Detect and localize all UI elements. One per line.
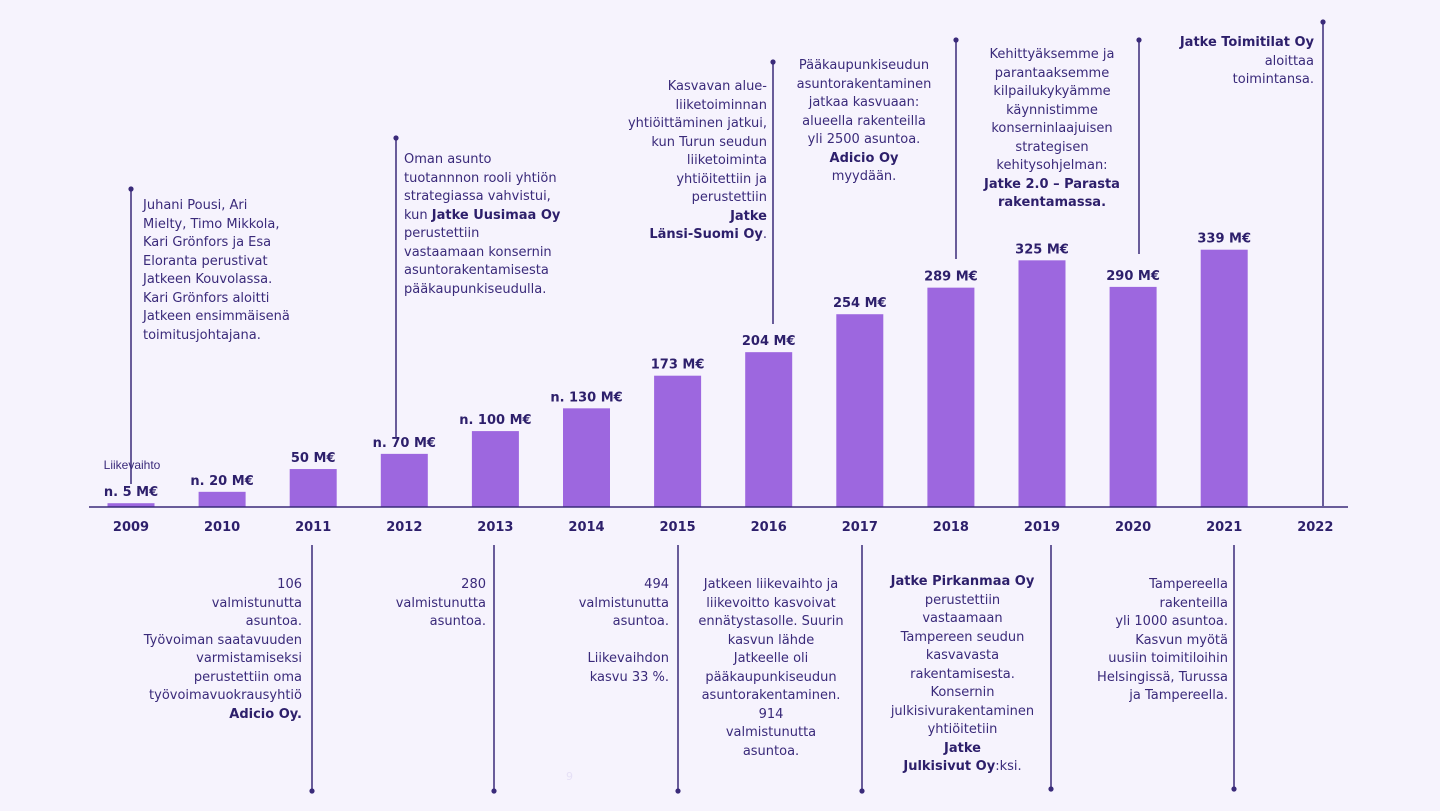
note-text: Tampereella rakenteilla yli 1000 asuntoa… — [1097, 577, 1228, 703]
year-label-2015: 2015 — [660, 520, 696, 535]
year-label-2022: 2022 — [1297, 520, 1333, 535]
year-label-2019: 2019 — [1024, 520, 1060, 535]
bar-2009 — [107, 503, 155, 507]
note-highlight: Jatke Pirkanmaa Oy — [890, 574, 1035, 589]
bar-2018 — [927, 287, 975, 507]
bar-2017 — [836, 314, 884, 507]
connector-bottom-2021-dot — [1231, 786, 1237, 792]
value-label-2021: 339 M€ — [1197, 232, 1251, 247]
bar-2014 — [563, 408, 610, 507]
bars-group — [107, 249, 1248, 507]
year-label-2013: 2013 — [477, 520, 513, 535]
labels-group: n. 5 M€ 2009 n. 20 M€ 2010 50 M€ 2011 n. 70 M€… — [104, 232, 1334, 535]
year-label-2017: 2017 — [842, 520, 878, 535]
connector-top-2020-dot — [1136, 37, 1142, 43]
bar-2011 — [289, 469, 337, 507]
note-text: Pääkaupunkiseudun asuntorakentaminen jat… — [796, 58, 932, 147]
milestone-note-bottom-2021: Tampereella rakenteilla yli 1000 asuntoa… — [1070, 576, 1228, 706]
bar-2020 — [1109, 286, 1157, 507]
note-highlight: Jatke Julkisivut Oy — [903, 740, 996, 775]
value-label-2019: 325 M€ — [1015, 242, 1069, 257]
note-text: Kehittyäksemme ja parantaaksemme kilpail… — [989, 47, 1115, 173]
note-text: . — [762, 227, 767, 242]
connectors-group — [128, 19, 1326, 794]
connector-bottom-2013-dot — [491, 788, 497, 794]
year-label-2020: 2020 — [1115, 520, 1151, 535]
value-label-2011: 50 M€ — [291, 451, 336, 466]
note-highlight: Jatke 2.0 – Parasta rakentamassa. — [984, 176, 1120, 211]
milestone-note-bottom-2013: 280 valmistunutta asuntoa. — [378, 576, 486, 632]
note-highlight: Jatke Toimitilat Oy — [1179, 35, 1314, 50]
year-label-2012: 2012 — [386, 520, 422, 535]
value-label-2010: n. 20 M€ — [190, 474, 253, 489]
bar-2012 — [380, 453, 428, 507]
connector-top-2018-dot — [953, 37, 959, 43]
milestone-note-top-2022: Jatke Toimitilat Oy aloittaa toimintansa… — [1180, 34, 1314, 90]
bar-2010 — [198, 491, 246, 507]
connector-bottom-2015-dot — [675, 788, 681, 794]
milestone-note-bottom-2017: Jatkeen liikevaihto ja liikevoitto kasvo… — [688, 576, 854, 761]
connector-top-2022-dot — [1320, 19, 1326, 25]
connector-top-2009-dot — [128, 186, 134, 192]
value-label-2018: 289 M€ — [924, 270, 978, 285]
series-label: Liikevaihto — [104, 458, 161, 472]
note-highlight: Jatke Uusimaa Oy — [431, 207, 561, 223]
bar-2013 — [471, 431, 519, 507]
connector-bottom-2019-dot — [1048, 786, 1054, 792]
connector-top-2016-dot — [770, 59, 776, 65]
year-label-2010: 2010 — [204, 520, 240, 535]
bar-2019 — [1018, 260, 1066, 507]
year-label-2016: 2016 — [751, 520, 787, 535]
value-label-2013: n. 100 M€ — [459, 413, 531, 428]
milestone-note-top-2016: Kasvavan alue- liiketoiminnan yhtiöittäm… — [628, 78, 767, 245]
note-text: Kasvavan alue- liiketoiminnan yhtiöittäm… — [627, 79, 767, 205]
page-number: 9 — [566, 770, 573, 783]
note-text: perustettiin vastaamaan Tampereen seudun… — [890, 592, 1035, 738]
value-label-2016: 204 M€ — [742, 334, 796, 349]
year-label-2018: 2018 — [933, 520, 969, 535]
milestone-note-top-2018: Pääkaupunkiseudun asuntorakentaminen jat… — [780, 57, 948, 187]
value-label-2012: n. 70 M€ — [373, 436, 436, 451]
value-label-2017: 254 M€ — [833, 296, 887, 311]
year-label-2009: 2009 — [113, 520, 149, 535]
connector-bottom-2017-dot — [859, 788, 865, 794]
note-highlight: Adicio Oy. — [229, 706, 302, 722]
milestone-note-top-2020: Kehittyäksemme ja parantaaksemme kilpail… — [972, 46, 1132, 213]
bar-2016 — [745, 352, 793, 507]
milestone-note-bottom-2019: Jatke Pirkanmaa Oy perustettiin vastaama… — [880, 573, 1045, 777]
note-text: 494 valmistunutta asuntoa. Liikevaihdon … — [578, 577, 669, 685]
note-text: Jatkeen liikevaihto ja liikevoitto kasvo… — [698, 577, 844, 759]
note-text: Juhani Pousi, Ari Mielty, Timo Mikkola, … — [143, 198, 290, 343]
note-text: myydään. — [831, 169, 897, 184]
value-label-2009: n. 5 M€ — [104, 485, 158, 500]
year-label-2011: 2011 — [295, 520, 331, 535]
milestone-note-bottom-2011: 106 valmistunutta asuntoa. Työvoiman saa… — [144, 576, 302, 724]
note-text: 106 valmistunutta asuntoa. Työvoiman saa… — [143, 577, 302, 703]
year-label-2021: 2021 — [1206, 520, 1242, 535]
value-label-2014: n. 130 M€ — [550, 390, 622, 405]
connector-bottom-2011-dot — [309, 788, 315, 794]
value-label-2020: 290 M€ — [1106, 269, 1160, 284]
note-text: :ksi. — [995, 759, 1022, 774]
bar-2021 — [1200, 249, 1248, 507]
note-highlight: Adicio Oy — [829, 150, 899, 166]
connector-top-2012-dot — [393, 135, 399, 141]
note-text: aloittaa toimintansa. — [1232, 53, 1314, 88]
note-text: perustettiin vastaamaan konsernin asunto… — [404, 226, 552, 297]
year-label-2014: 2014 — [568, 520, 604, 535]
note-highlight: Jatke Länsi-Suomi Oy — [649, 208, 767, 243]
bar-2015 — [654, 375, 702, 507]
milestone-note-top-2012: Oman asunto tuotannnon rooli yhtiön stra… — [404, 151, 560, 299]
milestone-note-top-2009: Juhani Pousi, Ari Mielty, Timo Mikkola, … — [143, 197, 290, 345]
value-label-2015: 173 M€ — [651, 358, 705, 373]
note-text: 280 valmistunutta asuntoa. — [395, 577, 486, 629]
milestone-note-bottom-2015: 494 valmistunutta asuntoa. Liikevaihdon … — [579, 576, 669, 687]
note-text: Oman asunto tuotannnon rooli yhtiön stra… — [404, 152, 557, 223]
